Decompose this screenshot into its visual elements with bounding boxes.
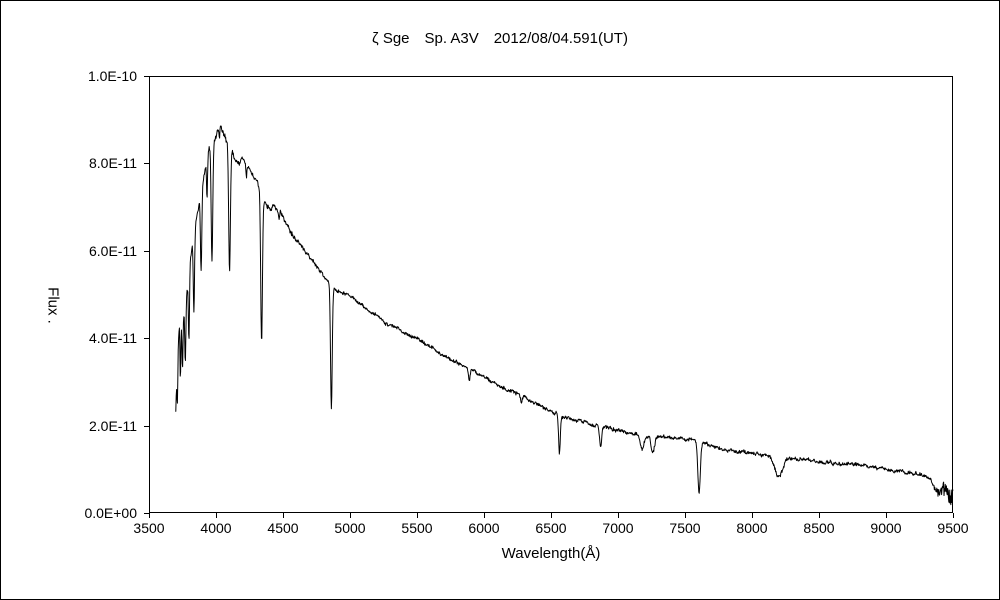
chart-title: ζ Sge Sp. A3V 2012/08/04.591(UT) [372, 30, 628, 47]
x-tick-label: 4500 [267, 520, 299, 536]
y-tick-label: 2.0E-11 [89, 417, 137, 434]
x-tick-label: 8000 [736, 520, 768, 536]
x-tick-label: 3500 [133, 520, 165, 536]
x-tick-label: 8500 [803, 520, 835, 536]
y-tick-label: 4.0E-11 [89, 330, 137, 347]
x-tick-label: 7000 [602, 520, 634, 536]
x-tick-label: 9000 [870, 520, 902, 536]
x-tick-label: 5500 [401, 520, 433, 536]
x-tick-label: 5000 [334, 520, 366, 536]
y-tick-label: 0.0E+00 [84, 505, 137, 521]
spectrum-line [175, 125, 954, 506]
y-tick-label: 8.0E-11 [89, 155, 137, 172]
x-tick-label: 4000 [200, 520, 232, 536]
x-tick-label: 6000 [468, 520, 500, 536]
y-tick-label: 6.0E-11 [89, 242, 137, 259]
y-tick-label: 1.0E-10 [87, 68, 137, 84]
x-tick-label: 7500 [669, 520, 701, 536]
x-tick-label: 9500 [937, 520, 969, 536]
x-axis-label: Wavelength(Å) [501, 545, 601, 562]
x-tick-label: 6500 [535, 520, 567, 536]
plot-frame [149, 76, 953, 513]
